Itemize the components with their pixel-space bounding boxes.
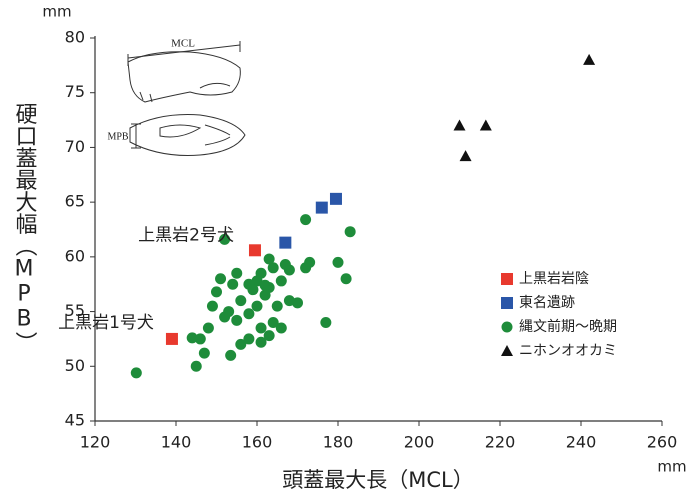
y-tick-label: 60 bbox=[65, 246, 85, 265]
point bbox=[231, 268, 242, 279]
point bbox=[460, 150, 472, 161]
point bbox=[272, 301, 283, 312]
point bbox=[316, 202, 328, 214]
point bbox=[292, 297, 303, 308]
diagram-label: MCL bbox=[171, 38, 195, 50]
point bbox=[260, 280, 271, 291]
point bbox=[249, 244, 261, 256]
x-axis-label: 頭蓋最大長（MCL） bbox=[282, 468, 473, 492]
point bbox=[583, 54, 595, 65]
point bbox=[276, 275, 287, 286]
point bbox=[341, 273, 352, 284]
x-tick-label: 240 bbox=[566, 433, 597, 452]
point bbox=[166, 333, 178, 345]
point bbox=[225, 350, 236, 361]
point bbox=[243, 333, 254, 344]
x-tick-label: 140 bbox=[161, 433, 192, 452]
point bbox=[203, 322, 214, 333]
annotation: 上黒岩2号犬 bbox=[138, 225, 234, 245]
legend-marker bbox=[501, 273, 513, 285]
legend-marker bbox=[501, 297, 513, 309]
point bbox=[333, 257, 344, 268]
point bbox=[276, 322, 287, 333]
point bbox=[304, 257, 315, 268]
point bbox=[199, 348, 210, 359]
skull-diagram bbox=[128, 41, 245, 155]
legend-marker bbox=[501, 345, 513, 356]
legend-label: 上黒岩岩陰 bbox=[519, 271, 589, 287]
chart: MCL MPB mm mm 頭蓋最大長（MCL） 硬口蓋最大幅（MPB） 45 5… bbox=[0, 0, 692, 498]
point bbox=[330, 193, 342, 205]
point bbox=[211, 286, 222, 297]
y-tick-label: 45 bbox=[65, 411, 85, 430]
point bbox=[279, 237, 291, 249]
x-tick-label: 260 bbox=[647, 433, 678, 452]
point bbox=[264, 254, 275, 265]
point bbox=[235, 295, 246, 306]
y-tick-label: 75 bbox=[65, 82, 85, 101]
point bbox=[480, 120, 492, 131]
legend-label: ニホンオオカミ bbox=[519, 343, 617, 359]
y-unit: mm bbox=[42, 3, 71, 21]
point bbox=[256, 268, 267, 279]
x-tick-label: 220 bbox=[485, 433, 516, 452]
y-tick-label: 65 bbox=[65, 192, 85, 211]
point bbox=[345, 226, 356, 237]
annotation: 上黒岩1号犬 bbox=[58, 313, 154, 333]
x-tick-label: 120 bbox=[80, 433, 111, 452]
x-tick-label: 200 bbox=[404, 433, 435, 452]
point bbox=[264, 330, 275, 341]
point bbox=[191, 361, 202, 372]
legend-label: 縄文前期〜晩期 bbox=[519, 318, 617, 335]
point bbox=[215, 273, 226, 284]
point bbox=[187, 332, 198, 343]
point bbox=[256, 322, 267, 333]
point bbox=[207, 301, 218, 312]
legend-label: 東名遺跡 bbox=[519, 295, 575, 311]
point bbox=[247, 284, 258, 295]
point bbox=[231, 315, 242, 326]
point bbox=[300, 214, 311, 225]
x-unit: mm bbox=[657, 458, 686, 476]
diagram-label: MPB bbox=[107, 131, 128, 142]
point bbox=[227, 279, 238, 290]
point bbox=[131, 367, 142, 378]
y-tick-label: 70 bbox=[65, 137, 85, 156]
x-tick-label: 180 bbox=[323, 433, 354, 452]
y-tick-label: 50 bbox=[65, 356, 85, 375]
point bbox=[243, 308, 254, 319]
legend-marker bbox=[502, 322, 513, 333]
y-tick-label: 80 bbox=[65, 28, 85, 47]
x-tick-label: 160 bbox=[242, 433, 273, 452]
point bbox=[454, 120, 466, 131]
point bbox=[284, 264, 295, 275]
point bbox=[320, 317, 331, 328]
y-axis-label: 硬口蓋最大幅（MPB） bbox=[12, 103, 38, 354]
point bbox=[252, 301, 263, 312]
point bbox=[223, 306, 234, 317]
